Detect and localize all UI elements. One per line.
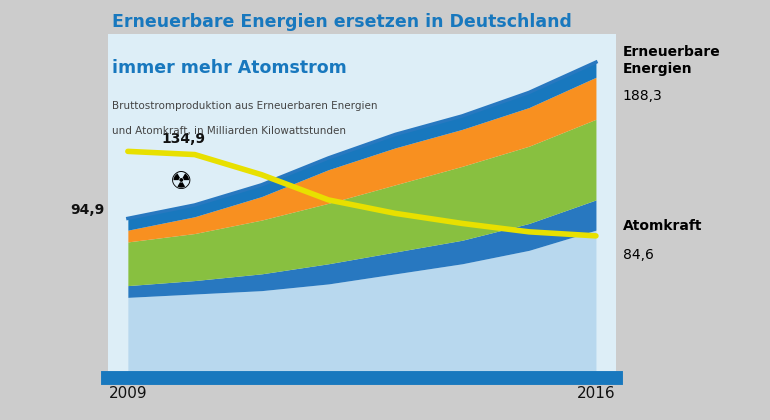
Text: 134,9: 134,9: [161, 132, 206, 146]
Text: ☢: ☢: [170, 170, 192, 194]
Text: Energien: Energien: [623, 62, 692, 76]
Text: und Atomkraft, in Milliarden Kilowattstunden: und Atomkraft, in Milliarden Kilowattstu…: [112, 126, 346, 136]
Text: immer mehr Atomstrom: immer mehr Atomstrom: [112, 59, 347, 77]
Text: Bruttostromproduktion aus Erneuerbaren Energien: Bruttostromproduktion aus Erneuerbaren E…: [112, 101, 377, 111]
Text: Erneuerbare: Erneuerbare: [623, 45, 721, 59]
Text: Atomkraft: Atomkraft: [623, 218, 702, 233]
Text: 84,6: 84,6: [623, 248, 654, 262]
Text: Erneuerbare Energien ersetzen in Deutschland: Erneuerbare Energien ersetzen in Deutsch…: [112, 13, 571, 31]
Text: 94,9: 94,9: [70, 203, 105, 217]
Text: 188,3: 188,3: [623, 89, 662, 103]
